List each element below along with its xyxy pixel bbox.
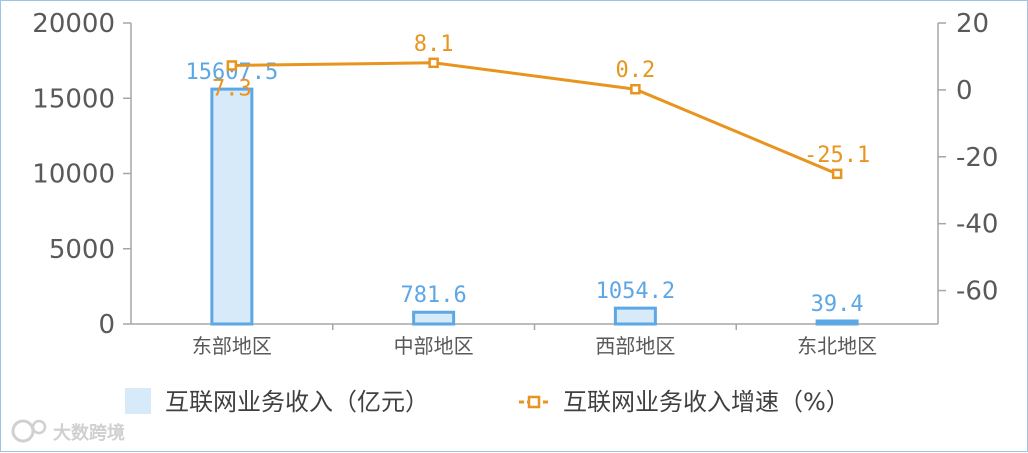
legend: 互联网业务收入（亿元） 互联网业务收入增速（%）: [125, 388, 850, 416]
left-axis-ticks: 0 5000 10000 15000 20000: [32, 9, 131, 340]
line-data-label: -25.1: [804, 143, 870, 168]
watermark-text: 大数跨境: [53, 422, 125, 444]
right-axis-ticks: 20 0 -20 -40 -60: [938, 9, 998, 307]
line-data-label: 8.1: [414, 32, 454, 57]
right-tick-label: -40: [956, 210, 998, 240]
right-tick-label: -20: [956, 143, 998, 173]
line-point: [630, 83, 641, 95]
legend-line-swatch-marker: [527, 395, 541, 409]
bar-data-label: 39.4: [811, 292, 864, 317]
line-series: [226, 57, 843, 180]
right-tick-label: -60: [956, 277, 998, 307]
right-tick-label: 0: [956, 76, 973, 106]
watermark-logo-icon: [11, 419, 35, 443]
line-point: [831, 168, 843, 180]
line-data-label: 0.2: [616, 58, 656, 83]
line-data-labels: 7.3 8.1 0.2 -25.1: [212, 32, 870, 168]
line-data-label: 7.3: [212, 76, 252, 101]
category-labels: 东部地区 中部地区 西部地区 东北地区: [192, 324, 877, 358]
left-tick-label: 10000: [32, 160, 115, 190]
category-label: 中部地区: [394, 334, 474, 358]
bar-data-label: 781.6: [401, 283, 467, 308]
category-label: 东部地区: [192, 334, 272, 358]
legend-line-label: 互联网业务收入增速（%）: [563, 388, 850, 416]
watermark-logo-dot: [31, 419, 47, 435]
bar: [210, 87, 254, 326]
line-point: [428, 57, 439, 69]
category-label: 东北地区: [797, 334, 877, 358]
bar-data-label: 1054.2: [596, 279, 675, 304]
bar: [412, 310, 456, 326]
bar-series: [210, 87, 859, 326]
line-point: [226, 60, 238, 71]
watermark: 大数跨境: [11, 419, 125, 444]
bar: [613, 306, 657, 326]
left-tick-label: 20000: [32, 9, 115, 39]
legend-bar-swatch: [125, 388, 151, 414]
left-tick-label: 5000: [49, 235, 115, 265]
bar: [815, 319, 859, 326]
right-tick-label: 20: [956, 9, 989, 39]
legend-bar-label: 互联网业务收入（亿元）: [165, 388, 429, 416]
growth-line: [231, 61, 838, 176]
category-label: 西部地区: [595, 334, 675, 358]
left-tick-label: 15000: [32, 84, 115, 114]
left-tick-label: 0: [98, 310, 115, 340]
